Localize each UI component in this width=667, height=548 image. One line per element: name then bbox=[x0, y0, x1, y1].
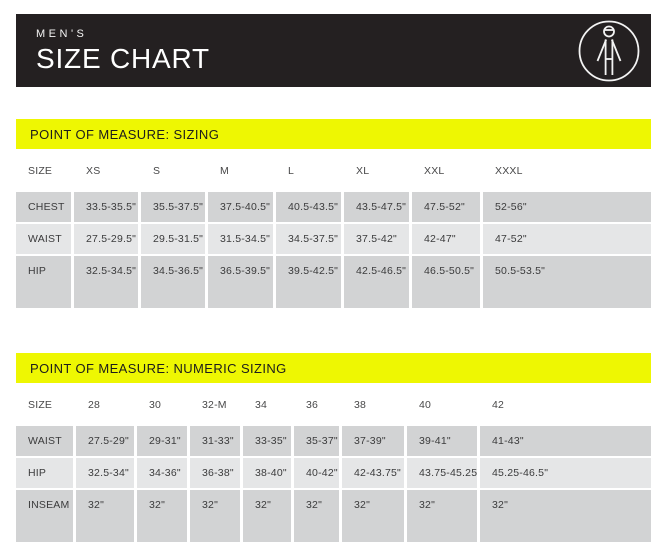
size-value-cell: 34.5-37.5" bbox=[276, 224, 341, 254]
size-value-cell: 32" bbox=[342, 490, 404, 542]
column-header: 32-M bbox=[190, 385, 240, 424]
size-value-cell: 46.5-50.5" bbox=[412, 256, 480, 308]
column-header: 42 bbox=[480, 385, 651, 424]
row-label: HIP bbox=[16, 458, 73, 488]
size-value-cell: 27.5-29" bbox=[76, 426, 134, 456]
size-value-cell: 42-47" bbox=[412, 224, 480, 254]
size-value-cell: 40.5-43.5" bbox=[276, 192, 341, 222]
size-value-cell: 41-43" bbox=[480, 426, 651, 456]
size-value-cell: 37.5-42" bbox=[344, 224, 409, 254]
size-value-cell: 32" bbox=[190, 490, 240, 542]
size-value-cell: 33.5-35.5" bbox=[74, 192, 138, 222]
size-value-cell: 32.5-34.5" bbox=[74, 256, 138, 308]
size-value-cell: 45.25-46.5" bbox=[480, 458, 651, 488]
column-header: L bbox=[276, 151, 341, 190]
sizing-table: SIZE XS S M L XL XXL XXXL CHEST 33.5-35.5" 35.5-3… bbox=[13, 149, 654, 310]
size-value-cell: 27.5-29.5" bbox=[74, 224, 138, 254]
size-value-cell: 33-35" bbox=[243, 426, 291, 456]
column-header: SIZE bbox=[16, 151, 71, 190]
column-header: XS bbox=[74, 151, 138, 190]
row-label: WAIST bbox=[16, 224, 71, 254]
size-value-cell: 35.5-37.5" bbox=[141, 192, 205, 222]
size-value-cell: 42-43.75" bbox=[342, 458, 404, 488]
column-header: XXXL bbox=[483, 151, 651, 190]
section-sizing: POINT OF MEASURE: SIZING SIZE XS S M L XL XXL X… bbox=[16, 119, 651, 310]
column-header: 28 bbox=[76, 385, 134, 424]
size-value-cell: 38-40" bbox=[243, 458, 291, 488]
size-value-cell: 37-39" bbox=[342, 426, 404, 456]
row-label: INSEAM bbox=[16, 490, 73, 542]
size-value-cell: 37.5-40.5" bbox=[208, 192, 273, 222]
size-value-cell: 29.5-31.5" bbox=[141, 224, 205, 254]
column-header: 38 bbox=[342, 385, 404, 424]
size-value-cell: 32" bbox=[137, 490, 187, 542]
section-numeric-sizing: POINT OF MEASURE: NUMERIC SIZING SIZE 28 3… bbox=[16, 353, 651, 544]
size-value-cell: 40-42" bbox=[294, 458, 339, 488]
size-value-cell: 50.5-53.5" bbox=[483, 256, 651, 308]
size-value-cell: 43.5-47.5" bbox=[344, 192, 409, 222]
column-header: 36 bbox=[294, 385, 339, 424]
table-row: WAIST 27.5-29.5" 29.5-31.5" 31.5-34.5" 34.5-… bbox=[16, 224, 651, 254]
table-row: CHEST 33.5-35.5" 35.5-37.5" 37.5-40.5" 40.5-… bbox=[16, 192, 651, 222]
column-header: 30 bbox=[137, 385, 187, 424]
size-value-cell: 35-37" bbox=[294, 426, 339, 456]
size-value-cell: 32" bbox=[76, 490, 134, 542]
size-value-cell: 42.5-46.5" bbox=[344, 256, 409, 308]
size-value-cell: 29-31" bbox=[137, 426, 187, 456]
page-title: SIZE CHART bbox=[36, 43, 210, 74]
column-header: M bbox=[208, 151, 273, 190]
size-value-cell: 32" bbox=[407, 490, 477, 542]
size-value-cell: 47-52" bbox=[483, 224, 651, 254]
size-value-cell: 39-41" bbox=[407, 426, 477, 456]
person-figure-icon bbox=[577, 19, 641, 83]
table-row: INSEAM 32" 32" 32" 32" 32" 32" 32" 32" bbox=[16, 490, 651, 542]
header-eyebrow: MEN'S bbox=[36, 28, 88, 40]
size-value-cell: 52-56" bbox=[483, 192, 651, 222]
table-row: HIP 32.5-34.5" 34.5-36.5" 36.5-39.5" 39.5-42… bbox=[16, 256, 651, 308]
header-banner: MEN'S SIZE CHART bbox=[16, 14, 651, 87]
row-label: WAIST bbox=[16, 426, 73, 456]
size-value-cell: 31.5-34.5" bbox=[208, 224, 273, 254]
size-value-cell: 36-38" bbox=[190, 458, 240, 488]
column-header: S bbox=[141, 151, 205, 190]
column-header: XXL bbox=[412, 151, 480, 190]
section-title-sizing: POINT OF MEASURE: SIZING bbox=[16, 119, 651, 149]
size-value-cell: 32" bbox=[480, 490, 651, 542]
column-header: 40 bbox=[407, 385, 477, 424]
size-value-cell: 32.5-34" bbox=[76, 458, 134, 488]
row-label: CHEST bbox=[16, 192, 71, 222]
column-header: XL bbox=[344, 151, 409, 190]
column-header-row: SIZE XS S M L XL XXL XXXL bbox=[16, 151, 651, 190]
size-value-cell: 32" bbox=[243, 490, 291, 542]
size-value-cell: 31-33" bbox=[190, 426, 240, 456]
size-value-cell: 43.75-45.25" bbox=[407, 458, 477, 488]
size-value-cell: 47.5-52" bbox=[412, 192, 480, 222]
table-row: WAIST 27.5-29" 29-31" 31-33" 33-35" 35-37" 37-… bbox=[16, 426, 651, 456]
column-header: SIZE bbox=[16, 385, 73, 424]
column-header: 34 bbox=[243, 385, 291, 424]
header-text-block: MEN'S SIZE CHART bbox=[36, 28, 210, 73]
size-value-cell: 34.5-36.5" bbox=[141, 256, 205, 308]
size-value-cell: 39.5-42.5" bbox=[276, 256, 341, 308]
table-row: HIP 32.5-34" 34-36" 36-38" 38-40" 40-42" 42-43… bbox=[16, 458, 651, 488]
column-header-row: SIZE 28 30 32-M 34 36 38 40 42 bbox=[16, 385, 651, 424]
size-value-cell: 32" bbox=[294, 490, 339, 542]
section-title-numeric-sizing: POINT OF MEASURE: NUMERIC SIZING bbox=[16, 353, 651, 383]
numeric-sizing-table: SIZE 28 30 32-M 34 36 38 40 42 WAIST 27.5-29" 29-3… bbox=[13, 383, 654, 544]
size-value-cell: 36.5-39.5" bbox=[208, 256, 273, 308]
row-label: HIP bbox=[16, 256, 71, 308]
size-value-cell: 34-36" bbox=[137, 458, 187, 488]
